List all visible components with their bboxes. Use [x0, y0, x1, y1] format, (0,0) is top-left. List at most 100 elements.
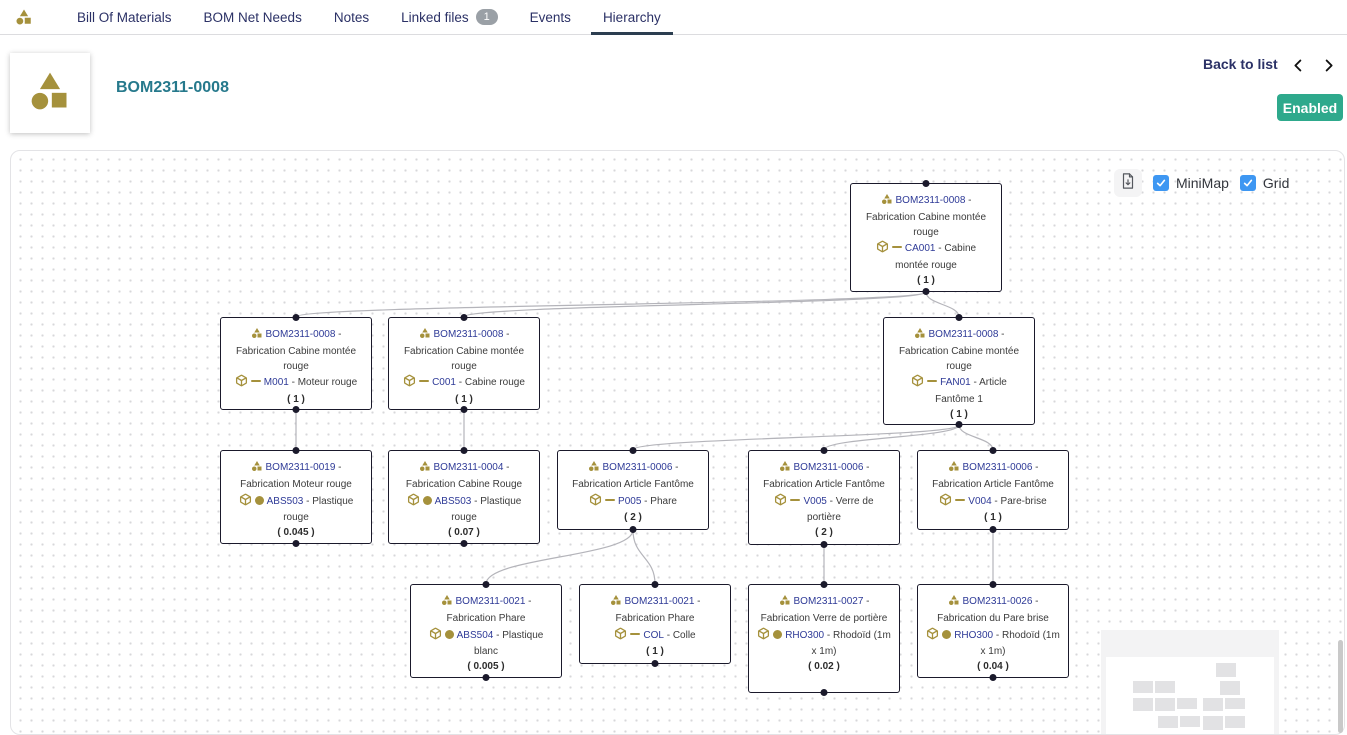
bom-shapes-icon — [948, 594, 960, 612]
bom-code-link[interactable]: BOM2311-0006 — [602, 462, 673, 473]
flow-node-abs504[interactable]: BOM2311-0021 - Fabrication Phare ABS504 -… — [410, 581, 562, 681]
dot-icon — [444, 629, 454, 639]
article-code-link[interactable]: V005 — [803, 495, 827, 507]
cube-icon — [614, 627, 627, 646]
node-handle-top[interactable] — [460, 314, 468, 321]
bom-code-link[interactable]: BOM2311-0019 — [265, 462, 336, 473]
flow-node-abs503[interactable]: BOM2311-0004 - Fabrication Cabine Rouge A… — [388, 447, 540, 547]
article-code-link[interactable]: COL — [643, 629, 664, 641]
bom-code-link[interactable]: BOM2311-0008 — [895, 195, 966, 206]
node-handle-bottom[interactable] — [989, 526, 997, 533]
node-handle-bottom[interactable] — [629, 526, 637, 533]
cube-icon — [926, 627, 939, 646]
bom-code-link[interactable]: BOM2311-0026 — [962, 596, 1033, 607]
node-bom-line: BOM2311-0008 - Fabrication Cabine montée… — [865, 194, 987, 238]
flow-node-abs503[interactable]: BOM2311-0019 - Fabrication Moteur rouge A… — [220, 447, 372, 547]
node-handle-bottom[interactable] — [820, 689, 828, 696]
node-handle-bottom[interactable] — [292, 540, 300, 547]
minimap-toggle[interactable]: MiniMap — [1153, 175, 1229, 191]
chevron-right-icon[interactable] — [1318, 55, 1338, 75]
bom-shapes-icon — [914, 327, 926, 345]
bom-code-link[interactable]: BOM2311-0008 — [928, 329, 999, 340]
node-handle-top[interactable] — [629, 447, 637, 454]
node-handle-top[interactable] — [460, 447, 468, 454]
dash-icon — [927, 380, 938, 383]
article-code-link[interactable]: P005 — [618, 495, 642, 507]
node-handle-top[interactable] — [989, 581, 997, 588]
article-code-link[interactable]: M001 — [263, 377, 289, 389]
dash-icon — [790, 498, 801, 501]
flow-node-col[interactable]: BOM2311-0021 - Fabrication Phare COL - Co… — [579, 581, 731, 667]
dot-icon — [254, 495, 264, 505]
node-bom-line: BOM2311-0021 - Fabrication Phare — [419, 594, 553, 627]
minimap-checkbox-checked[interactable] — [1153, 175, 1169, 191]
bom-code-link[interactable]: BOM2311-0004 — [433, 462, 504, 473]
node-bom-line: BOM2311-0006 - Fabrication Article Fantô… — [932, 461, 1054, 490]
node-handle-top[interactable] — [482, 581, 490, 588]
node-handle-bottom[interactable] — [292, 406, 300, 413]
download-image-button[interactable] — [1114, 169, 1142, 197]
article-code-link[interactable]: FAN01 — [940, 377, 971, 389]
grid-checkbox-checked[interactable] — [1239, 175, 1256, 191]
node-article-line: CA001 - Cabine montée rouge — [859, 240, 993, 274]
node-handle-top[interactable] — [820, 581, 828, 588]
bom-code-link[interactable]: BOM2311-0008 — [433, 329, 504, 340]
flow-node-fan01[interactable]: BOM2311-0008 - Fabrication Cabine montée… — [883, 314, 1035, 428]
tab-linked-files[interactable]: Linked files 1 — [385, 0, 514, 34]
hierarchy-flow-canvas[interactable]: BOM2311-0008 - Fabrication Cabine montée… — [10, 150, 1345, 735]
flow-node-rho300[interactable]: BOM2311-0026 - Fabrication du Pare brise… — [917, 581, 1069, 681]
flow-node-c001[interactable]: BOM2311-0008 - Fabrication Cabine montée… — [388, 314, 540, 413]
node-handle-bottom[interactable] — [482, 674, 490, 681]
vertical-scrollbar-thumb[interactable] — [1338, 640, 1343, 733]
article-code-link[interactable]: CA001 — [904, 243, 936, 255]
graph-edge — [295, 291, 927, 318]
cube-icon — [757, 627, 770, 646]
cube-icon — [239, 493, 252, 512]
flow-node-p005[interactable]: BOM2311-0006 - Fabrication Article Fantô… — [557, 447, 709, 533]
back-to-list-link[interactable]: Back to list — [1203, 56, 1278, 72]
node-handle-bottom[interactable] — [460, 406, 468, 413]
tab-bill-of-materials[interactable]: Bill Of Materials — [61, 0, 188, 34]
tab-hierarchy[interactable]: Hierarchy — [587, 0, 677, 35]
node-handle-bottom[interactable] — [651, 660, 659, 667]
flow-node-ca001[interactable]: BOM2311-0008 - Fabrication Cabine montée… — [850, 180, 1002, 295]
flow-node-v005[interactable]: BOM2311-0006 - Fabrication Article Fantô… — [748, 447, 900, 548]
node-handle-bottom[interactable] — [955, 421, 963, 428]
flow-node-v004[interactable]: BOM2311-0006 - Fabrication Article Fantô… — [917, 447, 1069, 533]
article-code-link[interactable]: V004 — [968, 495, 992, 507]
bom-code-link[interactable]: BOM2311-0027 — [793, 596, 864, 607]
bom-code-link[interactable]: BOM2311-0006 — [962, 462, 1033, 473]
grid-toggle[interactable]: Grid — [1239, 175, 1289, 191]
article-code-link[interactable]: RHO300 — [785, 629, 825, 641]
node-handle-top[interactable] — [651, 581, 659, 588]
article-code-link[interactable]: ABS503 — [266, 495, 304, 507]
node-handle-bottom[interactable] — [989, 674, 997, 681]
minimap[interactable] — [1101, 630, 1279, 734]
tab-bom-net-needs[interactable]: BOM Net Needs — [188, 0, 318, 34]
tab-notes[interactable]: Notes — [318, 0, 385, 34]
flow-node-m001[interactable]: BOM2311-0008 - Fabrication Cabine montée… — [220, 314, 372, 413]
bom-shapes-icon — [588, 460, 600, 478]
node-handle-top[interactable] — [989, 447, 997, 454]
bom-code-link[interactable]: BOM2311-0006 — [793, 462, 864, 473]
node-handle-bottom[interactable] — [460, 540, 468, 547]
node-handle-bottom[interactable] — [820, 541, 828, 548]
flow-node-rho300[interactable]: BOM2311-0027 - Fabrication Verre de port… — [748, 581, 900, 696]
node-handle-top[interactable] — [292, 314, 300, 321]
bom-code-link[interactable]: BOM2311-0021 — [455, 596, 526, 607]
chevron-left-icon[interactable] — [1288, 55, 1308, 75]
article-code-link[interactable]: RHO300 — [954, 629, 994, 641]
cube-icon — [407, 493, 420, 512]
bom-code-link[interactable]: BOM2311-0008 — [265, 329, 336, 340]
bom-code-link[interactable]: BOM2311-0021 — [624, 596, 695, 607]
node-handle-top[interactable] — [820, 447, 828, 454]
node-handle-top[interactable] — [292, 447, 300, 454]
node-quantity: ( 0.02 ) — [808, 661, 840, 673]
node-handle-top[interactable] — [922, 180, 930, 187]
article-code-link[interactable]: ABS504 — [456, 629, 494, 641]
article-code-link[interactable]: ABS503 — [434, 495, 472, 507]
node-handle-bottom[interactable] — [922, 288, 930, 295]
article-code-link[interactable]: C001 — [432, 377, 456, 389]
node-handle-top[interactable] — [955, 314, 963, 321]
tab-events[interactable]: Events — [514, 0, 587, 34]
